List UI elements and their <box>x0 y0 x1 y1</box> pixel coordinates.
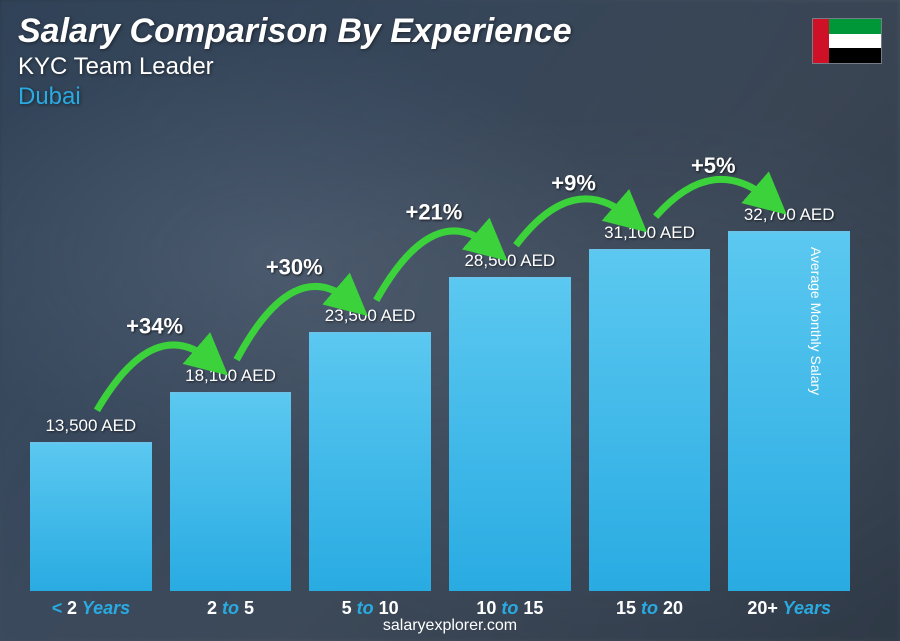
bar-group: 13,500 AED< 2 Years <box>30 140 152 591</box>
chart-location: Dubai <box>18 83 572 111</box>
x-axis-label: 2 to 5 <box>170 598 292 619</box>
bar-group: 23,500 AED5 to 10 <box>309 140 431 591</box>
bar-value-label: 13,500 AED <box>45 416 136 436</box>
bar-value-label: 23,500 AED <box>325 306 416 326</box>
bar <box>30 442 152 591</box>
bar-value-label: 18,100 AED <box>185 366 276 386</box>
bar <box>170 392 292 591</box>
bar-value-label: 31,100 AED <box>604 223 695 243</box>
x-axis-label: 15 to 20 <box>589 598 711 619</box>
uae-flag-icon <box>812 18 882 64</box>
flag-green <box>829 19 881 34</box>
bar <box>449 277 571 591</box>
x-axis-label: 5 to 10 <box>309 598 431 619</box>
header: Salary Comparison By Experience KYC Team… <box>18 12 572 111</box>
flag-red <box>813 19 829 63</box>
x-axis-label: 10 to 15 <box>449 598 571 619</box>
footer-attribution: salaryexplorer.com <box>0 617 900 635</box>
bar <box>309 332 431 591</box>
bar <box>728 231 850 591</box>
bar-chart: 13,500 AED< 2 Years18,100 AED2 to 523,50… <box>30 140 850 591</box>
bar-group: 28,500 AED10 to 15 <box>449 140 571 591</box>
flag-white <box>829 34 881 49</box>
chart-subtitle: KYC Team Leader <box>18 53 572 81</box>
bar-value-label: 28,500 AED <box>464 251 555 271</box>
pct-arcs: +34%+30%+21%+9%+5% <box>30 140 850 591</box>
bar <box>589 249 711 591</box>
y-axis-label: Average Monthly Salary <box>808 246 824 394</box>
flag-stripes <box>829 19 881 63</box>
flag-black <box>829 48 881 63</box>
bar-group: 18,100 AED2 to 5 <box>170 140 292 591</box>
x-axis-label: 20+ Years <box>728 598 850 619</box>
bar-value-label: 32,700 AED <box>744 205 835 225</box>
chart-title: Salary Comparison By Experience <box>18 12 572 51</box>
x-axis-label: < 2 Years <box>30 598 152 619</box>
bar-group: 31,100 AED15 to 20 <box>589 140 711 591</box>
bar-group: 32,700 AED20+ Years <box>728 140 850 591</box>
